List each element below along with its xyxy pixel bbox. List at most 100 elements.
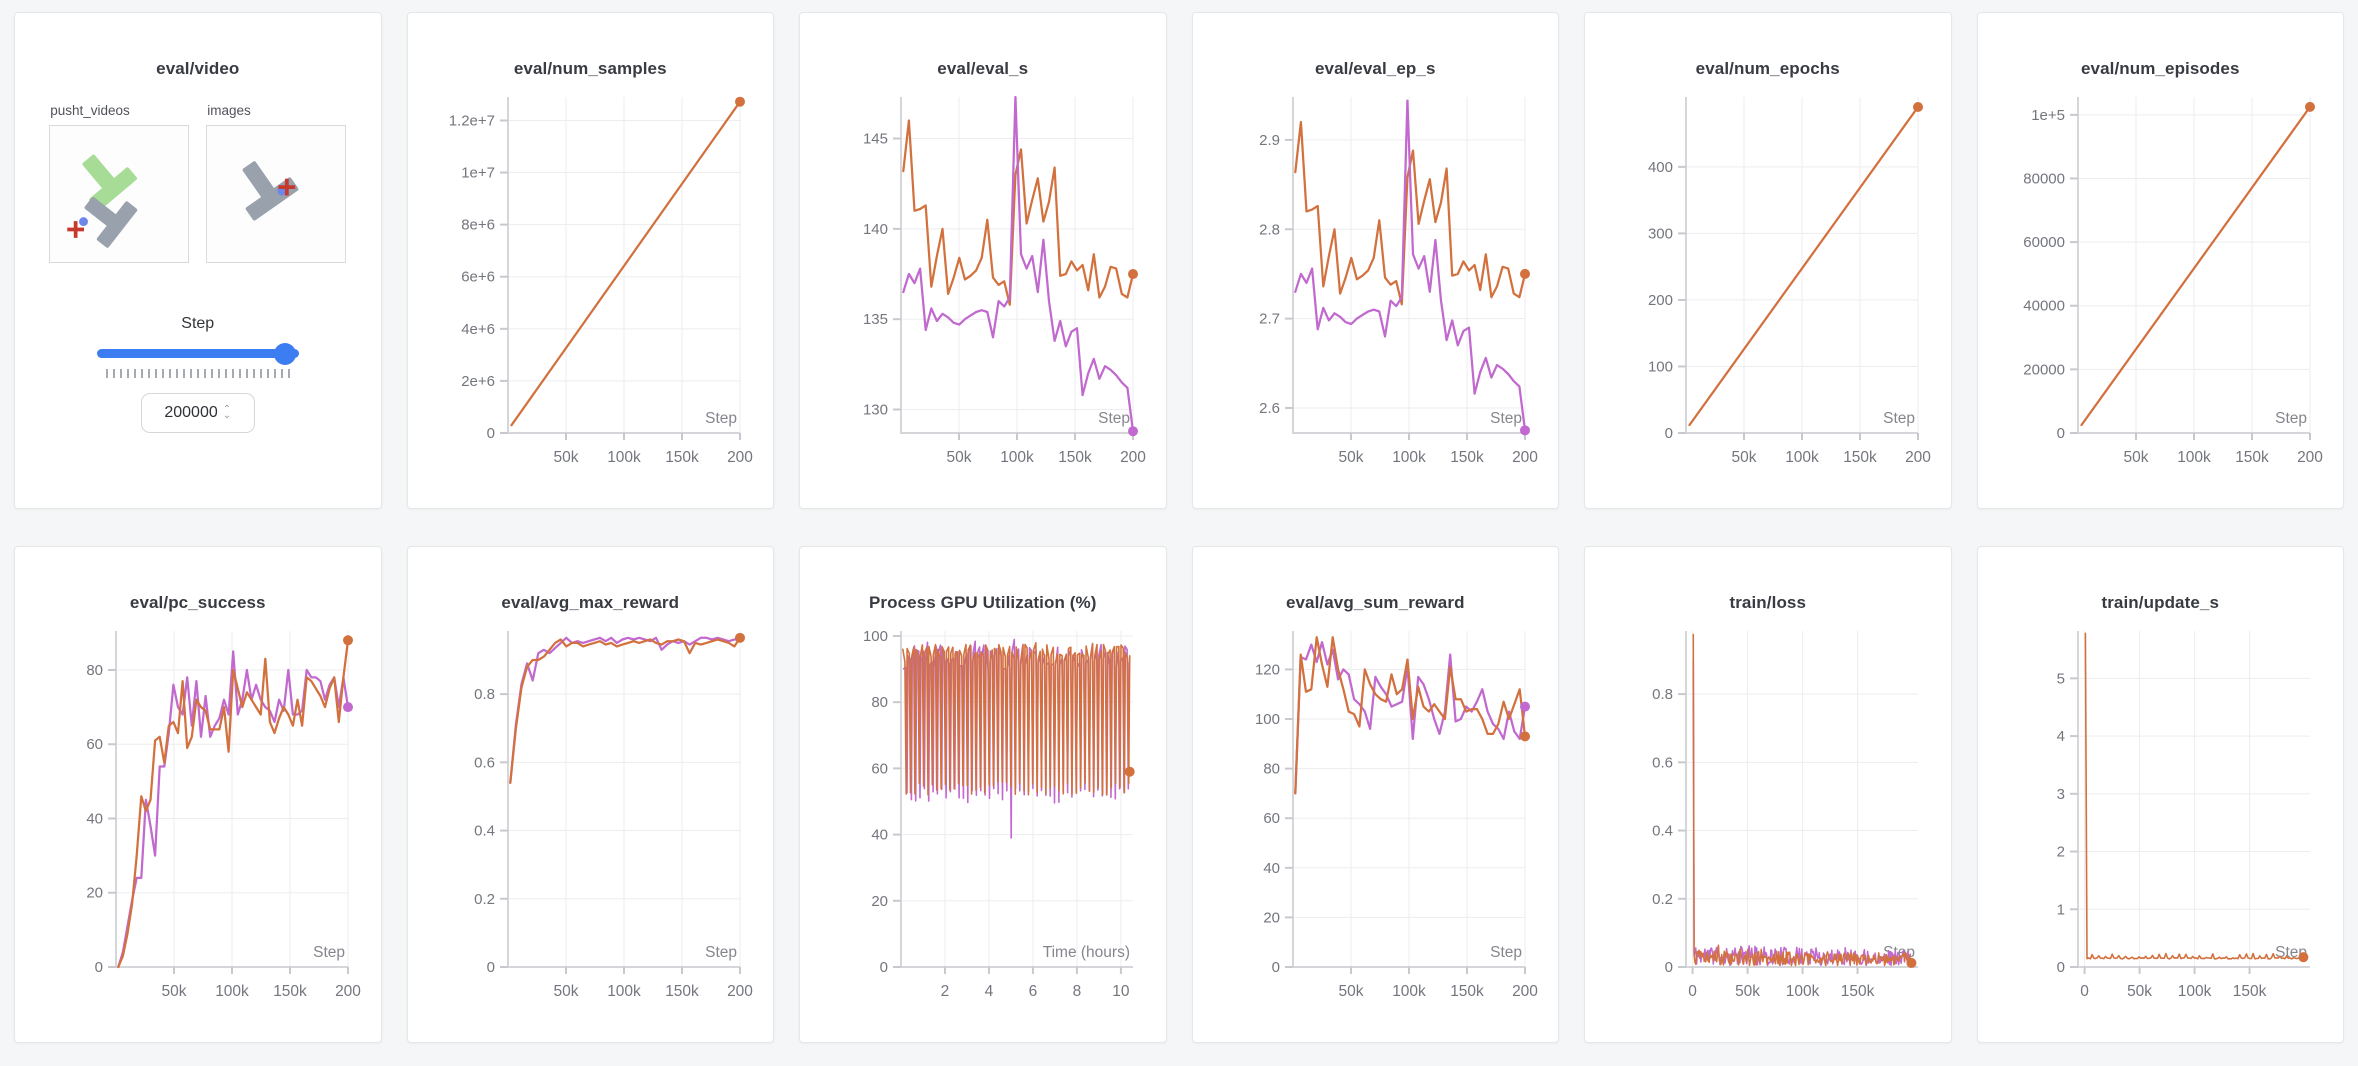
stepper-down-icon[interactable]: ⌄ [222,410,232,421]
chart-eval-eval-s[interactable]: 50k 100k 150k 200 130 135 140 145 Step [811,83,1155,483]
y-tick-label: 4 [2057,728,2065,745]
panel-title: eval/avg_sum_reward [1285,593,1465,612]
series-line-run-purple [509,636,742,784]
images-frame[interactable] [206,125,347,263]
goal-cross [278,178,296,196]
pusht-video-frame[interactable] [49,125,190,263]
stepper-arrows[interactable]: ⌃ ⌄ [222,404,232,421]
y-tick-label: 100 [1648,358,1673,375]
panel-eval-video: eval/video pusht_videos [14,12,382,509]
chart-eval-num-epochs[interactable]: 50k 100k 150k 200 0 100 200 300 400 Step [1596,83,1940,483]
x-tick-label: 200 [727,449,753,466]
last-point-dot-run-orange [1912,101,1923,112]
panel-title: eval/video [156,59,240,78]
chart-eval-eval-ep-s[interactable]: 50k 100k 150k 200 2.6 2.7 2.8 2.9 Step [1203,83,1547,483]
video-thumb-pusht-videos[interactable]: pusht_videos [49,103,190,263]
y-tick-label: 2.7 [1259,311,1280,328]
slider-track[interactable] [96,349,299,358]
y-tick-label: 0.2 [474,891,495,908]
gray-t-block [84,197,138,248]
last-point-dot-run-orange [1520,731,1531,742]
x-tick-label: 50k [1339,449,1364,466]
x-tick-label: 100k [1392,983,1426,1000]
y-tick-label: 200 [1648,292,1673,309]
stepper-up-icon[interactable]: ⌃ [222,404,232,415]
images-render [242,161,299,221]
chart-eval-num-episodes[interactable]: 50k 100k 150k 200 0 20000 40000 60000 80000 1e+5 S… [1988,83,2332,483]
y-tick-label: 40 [1264,860,1281,877]
panel-eval-avg-sum-reward: eval/avg_sum_reward 50k 100k 150k 200 0 20 40 60… [1191,546,1559,1043]
y-tick-label: 2.8 [1259,221,1280,238]
x-tick-label: 150k [2235,449,2269,466]
series-line-run-orange [1294,636,1527,795]
video-thumb-images[interactable]: images [206,103,347,263]
step-slider[interactable] [96,343,299,365]
panel-title: eval/num_episodes [2080,59,2240,78]
panel-title: train/update_s [2101,593,2220,612]
last-point-dot-run-orange [2298,952,2309,963]
chart-eval-num-samples[interactable]: 50k 100k 150k 200 0 2e+6 4e+6 6e+6 8e+6 1e+7 1.2e+… [418,83,762,483]
panel-eval-eval-ep-s: eval/eval_ep_s 50k 100k 150k 200 2.6 2.7 2.8 2.9… [1191,12,1559,509]
y-tick-label: 20 [1264,909,1281,926]
video-thumbnails: pusht_videos [15,103,381,263]
y-tick-label: 0 [487,959,495,976]
panel-eval-num-episodes: eval/num_episodes 50k 100k 150k 200 0 20000 400… [1976,12,2344,509]
y-tick-label: 1e+5 [2031,107,2065,124]
panel-eval-num-epochs: eval/num_epochs 50k 100k 150k 200 0 100 200 300 4… [1584,12,1952,509]
step-value-input[interactable]: 200000 ⌃ ⌄ [140,393,255,433]
y-tick-label: 4e+6 [461,321,495,338]
y-tick-label: 1e+7 [461,165,495,182]
y-tick-label: 2.6 [1259,400,1280,417]
y-tick-label: 100 [863,628,888,645]
x-axis-label: Time (hours) [1042,944,1129,961]
y-tick-label: 120 [1255,661,1280,678]
x-tick-label: 200 [335,983,361,1000]
x-tick-label: 150k [1450,983,1484,1000]
y-tick-label: 0.8 [1652,686,1673,703]
green-t-block [82,154,138,211]
panel-eval-avg-max-reward: eval/avg_max_reward 50k 100k 150k 200 0 0.2 0.4… [406,546,774,1043]
y-tick-label: 300 [1648,225,1673,242]
chart-eval-avg-max-reward[interactable]: 50k 100k 150k 200 0 0.2 0.4 0.6 0.8 Step [418,617,762,1017]
slider-thumb[interactable] [273,343,296,365]
series-line-run-orange [509,636,742,784]
y-tick-label: 80 [871,694,888,711]
series-line-run-orange [2084,632,2305,960]
video-thumb-label: pusht_videos [50,103,130,118]
y-tick-label: 40000 [2024,298,2066,315]
panel-title: eval/num_epochs [1695,59,1840,78]
series-line-run-purple [116,650,349,969]
panel-title: eval/pc_success [129,593,266,612]
step-slider-label: Step [181,315,215,332]
x-axis-label: Step [705,944,737,961]
panel-train-loss: train/loss 0 50k 100k 150k 0 0.2 0.4 0.6 0.8 Step [1584,546,1952,1043]
x-tick-label: 200 [727,983,753,1000]
x-tick-label: 50k [554,983,579,1000]
y-tick-label: 400 [1648,159,1673,176]
y-tick-label: 0.4 [1652,823,1673,840]
panel-process-gpu-utilization: Process GPU Utilization (%) 2 4 6 8 10 0 20 40 60… [799,546,1167,1043]
x-tick-label: 100k [2177,449,2211,466]
y-tick-label: 60 [871,760,888,777]
x-tick-label: 2 [940,983,949,1000]
last-point-dot-run-orange [1127,269,1138,280]
x-tick-label: 50k [1735,983,1760,1000]
x-axis-label: Step [1098,410,1130,427]
chart-eval-pc-success[interactable]: 50k 100k 150k 200 0 20 40 60 80 Step [26,617,370,1017]
x-tick-label: 150k [1843,449,1877,466]
series-line-run-orange [116,639,349,969]
x-axis-label: Step [1490,410,1522,427]
last-point-dot-run-purple [1127,426,1138,437]
x-tick-label: 150k [665,449,699,466]
last-point-dot-run-orange [735,632,746,643]
x-axis-label: Step [705,410,737,427]
last-point-dot-run-orange [1124,766,1135,777]
x-tick-label: 150k [2233,983,2267,1000]
chart-eval-avg-sum-reward[interactable]: 50k 100k 150k 200 0 20 40 60 80 100 120 Step [1203,617,1547,1017]
y-tick-label: 3 [2057,786,2065,803]
series-line-run-purple [1294,641,1527,795]
x-tick-label: 200 [1120,449,1146,466]
